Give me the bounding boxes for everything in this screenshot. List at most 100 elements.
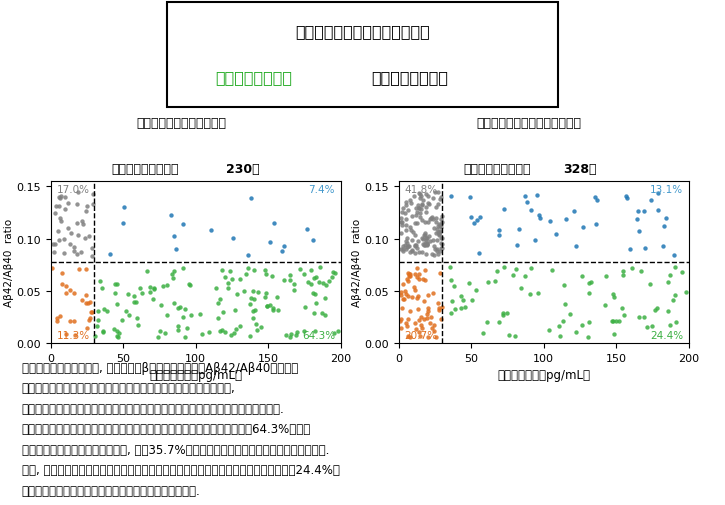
Point <box>534 215 546 223</box>
Point <box>247 308 258 316</box>
Point <box>430 203 442 211</box>
Point <box>662 279 674 287</box>
Point <box>310 290 321 298</box>
Point <box>268 220 280 228</box>
Point <box>491 267 502 275</box>
Point <box>400 237 412 245</box>
Point <box>406 213 418 221</box>
Point <box>423 237 435 245</box>
Point <box>118 204 130 212</box>
Point <box>72 250 83 259</box>
Point <box>65 230 77 238</box>
Point <box>519 272 531 280</box>
Point <box>501 309 513 317</box>
Point <box>244 300 256 309</box>
Point <box>229 307 241 315</box>
Point <box>395 288 407 296</box>
Point <box>418 241 429 249</box>
Point <box>222 284 233 292</box>
Point <box>419 229 431 237</box>
Point <box>482 278 494 286</box>
Text: 脳内にアルツハイマー病を有している（生物学的アルツハイマー病）と考えられる.: 脳内にアルツハイマー病を有している（生物学的アルツハイマー病）と考えられる. <box>22 402 284 415</box>
Text: 臨床的に診断された: 臨床的に診断された <box>111 163 179 176</box>
Point <box>411 220 423 228</box>
Point <box>112 280 123 288</box>
Point <box>216 326 228 334</box>
Point <box>228 329 240 337</box>
Point <box>433 232 444 240</box>
Point <box>59 250 70 258</box>
Point <box>136 289 148 297</box>
Point <box>468 219 479 227</box>
Point <box>423 232 435 240</box>
Point <box>415 193 427 201</box>
Point <box>60 289 72 297</box>
Point <box>291 328 303 336</box>
Point <box>404 197 415 205</box>
Point <box>419 239 431 247</box>
Point <box>395 291 407 299</box>
Point <box>281 331 292 339</box>
Point <box>576 273 588 281</box>
Text: 生物学的アルツハイマー病であり, 残る35.7%はアルツハイマー病以外の誤診と考えられる.: 生物学的アルツハイマー病であり, 残る35.7%はアルツハイマー病以外の誤診と考… <box>22 443 329 456</box>
Point <box>524 290 536 298</box>
Point <box>148 284 160 292</box>
Point <box>436 241 448 249</box>
Point <box>216 267 228 275</box>
Point <box>240 270 252 278</box>
Point <box>238 287 249 295</box>
Point <box>428 322 439 330</box>
Point <box>432 189 444 197</box>
Point <box>558 282 570 290</box>
Point <box>49 248 60 256</box>
Point <box>183 281 195 289</box>
Point <box>489 278 501 286</box>
Point <box>134 285 146 293</box>
Point <box>402 242 414 250</box>
Point <box>294 266 306 274</box>
Point <box>205 226 217 234</box>
Point <box>154 327 165 335</box>
Text: 脳内にアルツハイマー病病理を有していると考えられる.: 脳内にアルツハイマー病病理を有していると考えられる. <box>22 484 200 497</box>
Point <box>431 333 442 341</box>
Point <box>455 292 467 300</box>
Point <box>400 319 412 327</box>
Point <box>413 275 425 283</box>
Point <box>529 236 541 244</box>
Point <box>411 244 423 252</box>
Point <box>412 237 423 245</box>
Text: 13.1%: 13.1% <box>650 185 683 195</box>
Point <box>428 251 440 260</box>
Point <box>402 207 414 215</box>
Point <box>664 272 676 280</box>
Point <box>413 271 425 279</box>
Text: アルツハイマー病: アルツハイマー病 <box>215 70 292 85</box>
Point <box>262 302 273 311</box>
Point <box>607 291 618 299</box>
Point <box>474 214 486 222</box>
Point <box>409 242 420 250</box>
Point <box>397 296 409 304</box>
Point <box>416 200 428 209</box>
Point <box>414 195 426 203</box>
Text: また, アルツハイマー病以外と臨床的に診断された症例（非アルツハイマー症候群）の24.4%は: また, アルツハイマー病以外と臨床的に診断された症例（非アルツハイマー症候群）の… <box>22 464 339 476</box>
Point <box>304 267 316 275</box>
Point <box>271 293 283 301</box>
Point <box>172 326 183 334</box>
Point <box>86 252 98 261</box>
Point <box>428 327 440 335</box>
Point <box>96 284 107 292</box>
Point <box>290 331 302 339</box>
Text: 24.4%: 24.4% <box>650 330 683 340</box>
Point <box>429 245 441 253</box>
Point <box>51 315 62 323</box>
Point <box>170 246 182 254</box>
Point <box>399 245 411 254</box>
Point <box>423 193 434 201</box>
Point <box>59 206 71 214</box>
Point <box>278 242 290 250</box>
Point <box>132 322 144 330</box>
Point <box>657 243 668 251</box>
Point <box>316 309 328 317</box>
Point <box>445 310 457 318</box>
